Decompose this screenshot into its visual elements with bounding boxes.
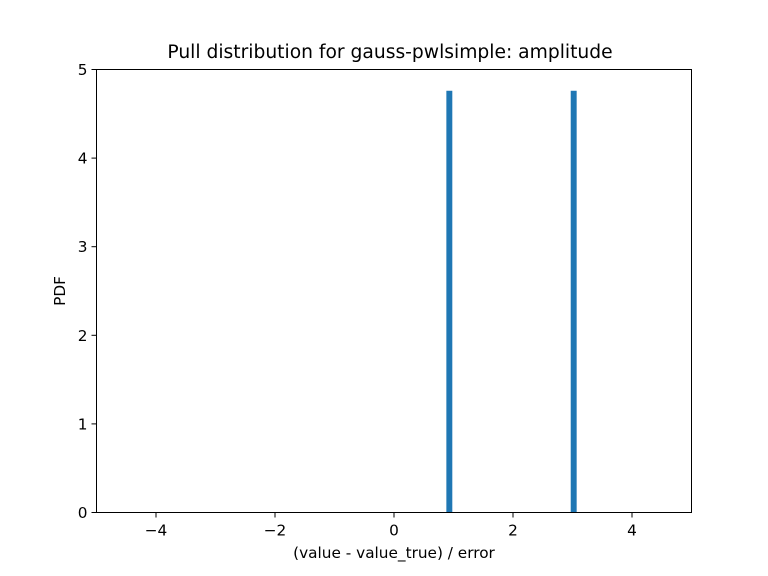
x-tick-label: 2	[508, 522, 518, 540]
y-axis-label: PDF	[51, 276, 69, 306]
histogram-bar-2	[570, 90, 577, 513]
chart-title: Pull distribution for gauss-pwlsimple: a…	[167, 42, 612, 63]
x-tick-label: 0	[389, 522, 399, 540]
y-tick-label: 4	[78, 150, 88, 168]
x-tick-label: −2	[264, 522, 287, 540]
bars	[446, 90, 577, 513]
y-tick-label: 5	[78, 61, 88, 79]
y-tick-label: 2	[78, 327, 88, 345]
x-tick-label: 4	[627, 522, 637, 540]
y-tick-label: 3	[78, 238, 88, 256]
x-axis-ticks: −4 −2 0 2 4	[145, 512, 637, 540]
y-tick-label: 1	[78, 415, 88, 433]
x-axis-label: (value - value_true) / error	[293, 544, 495, 563]
x-tick-label: −4	[145, 522, 168, 540]
y-axis-ticks: 0 1 2 3 4 5	[78, 61, 97, 522]
histogram-bar-1	[446, 90, 453, 513]
plot-area-frame	[96, 69, 692, 513]
y-tick-label: 0	[78, 504, 88, 522]
